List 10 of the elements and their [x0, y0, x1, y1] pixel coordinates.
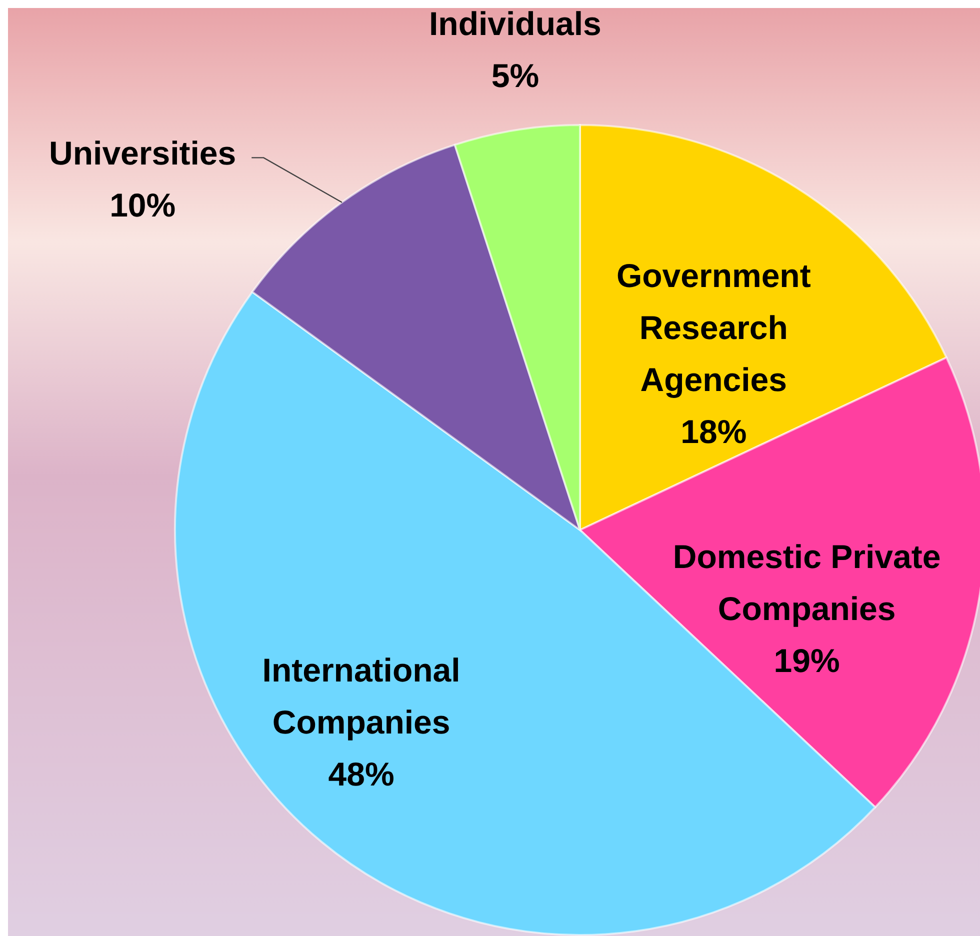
slice-label: International Companies: [262, 651, 460, 740]
slice-label: Universities: [49, 134, 236, 172]
data-label: 18%: [680, 412, 747, 450]
slice-label: Government Research Agencies: [616, 256, 811, 398]
data-label: 48%: [328, 755, 394, 792]
data-label: 5%: [491, 56, 540, 94]
data-label: 19%: [774, 642, 840, 679]
data-label: 10%: [110, 186, 176, 224]
slice-label: Domestic Private Companies: [672, 538, 941, 627]
slice-label: Individuals: [429, 4, 602, 42]
